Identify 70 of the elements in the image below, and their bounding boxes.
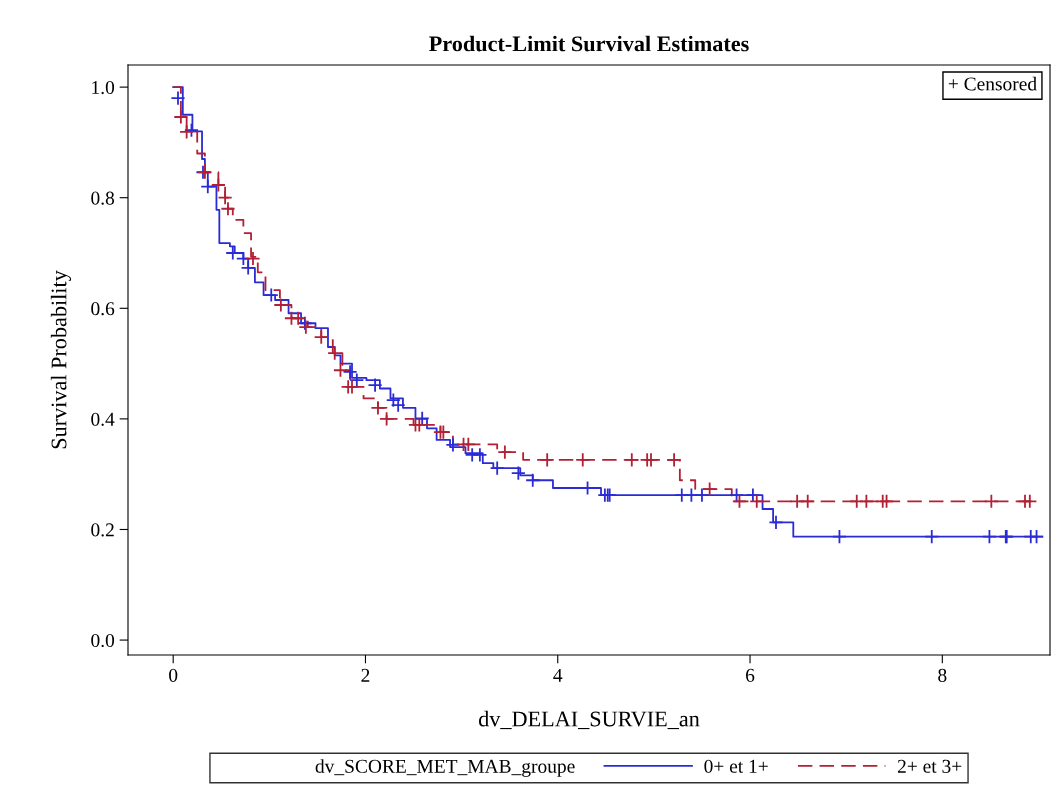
- point: [183, 122, 199, 138]
- point: [210, 177, 226, 193]
- point: [367, 377, 383, 393]
- x-tick-label: 4: [553, 668, 563, 682]
- point: [170, 90, 186, 106]
- point: [472, 447, 488, 463]
- point: [173, 109, 189, 125]
- point: [390, 397, 406, 413]
- x-tick-label: 8: [938, 668, 947, 682]
- point: [702, 481, 718, 497]
- point: [379, 411, 395, 427]
- point: [694, 487, 710, 503]
- point: [749, 493, 765, 509]
- point: [1022, 493, 1038, 509]
- y-tick-label: 0.4: [91, 412, 115, 426]
- point: [200, 179, 216, 195]
- y-tick-label: 1.0: [92, 80, 115, 95]
- point: [745, 487, 761, 503]
- point: [983, 493, 999, 509]
- x-axis-title: dv_DELAI_SURVIE_an: [478, 710, 700, 730]
- x-tick-label: 0: [169, 668, 178, 682]
- point: [460, 436, 476, 452]
- point: [858, 493, 874, 509]
- point: [1029, 529, 1045, 545]
- y-tick-label: 0.0: [91, 633, 115, 648]
- y-tick-label: 0.2: [91, 523, 114, 537]
- x-tick-label: 2: [361, 668, 370, 682]
- point: [217, 190, 233, 206]
- point: [349, 372, 365, 388]
- point: [981, 529, 997, 545]
- point: [411, 417, 427, 433]
- point: [624, 452, 640, 468]
- point: [924, 529, 940, 545]
- point: [575, 452, 591, 468]
- point: [290, 310, 306, 326]
- point: [800, 493, 816, 509]
- point: [342, 364, 358, 380]
- point: [179, 124, 195, 140]
- point: [525, 472, 541, 488]
- point: [297, 315, 313, 331]
- point: [489, 460, 505, 476]
- point: [497, 444, 513, 460]
- point: [510, 465, 526, 481]
- point: [729, 487, 745, 503]
- point: [445, 437, 461, 453]
- point: [263, 287, 279, 303]
- legend-label: 0+ et 1+: [704, 759, 768, 773]
- point: [879, 493, 895, 509]
- point: [313, 329, 329, 345]
- y-tick-label: 0.8: [91, 191, 115, 205]
- point: [414, 410, 430, 426]
- point: [245, 251, 261, 267]
- annotation: + Censored: [948, 76, 1037, 91]
- y-axis-title: Survival Probability: [50, 270, 72, 449]
- point: [220, 201, 236, 217]
- point: [327, 345, 343, 361]
- point: [731, 493, 747, 509]
- point: [539, 452, 555, 468]
- chart-title: Product-Limit Survival Estimates: [429, 35, 749, 52]
- y-tick-label: 0.6: [91, 302, 115, 316]
- point: [298, 319, 314, 335]
- point: [240, 260, 256, 276]
- point: [385, 392, 401, 408]
- legend-title: dv_SCORE_MET_MAB_groupe: [315, 759, 575, 777]
- point: [768, 514, 784, 530]
- x-tick-label: 6: [746, 668, 755, 682]
- point: [332, 362, 348, 378]
- point: [370, 400, 386, 416]
- legend-label: 2+ et 3+: [897, 759, 962, 773]
- point: [831, 529, 847, 545]
